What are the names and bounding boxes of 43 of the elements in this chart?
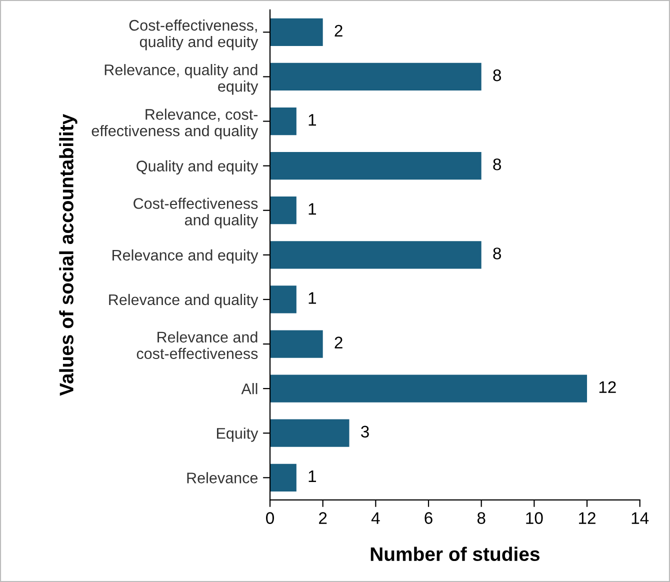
y-tick-label: Quality and equity — [136, 160, 258, 175]
x-tick-label: 10 — [526, 512, 543, 524]
x-tick-label: 12 — [579, 512, 596, 524]
data-label: 3 — [361, 426, 369, 438]
x-axis-title: Number of studies — [370, 546, 540, 562]
y-tick-label: Relevance and quality — [109, 294, 258, 308]
x-tick-label: 14 — [632, 512, 649, 524]
x-tick-label: 4 — [371, 512, 380, 524]
y-tick-label: Relevance and cost-effectiveness — [136, 331, 258, 360]
bar — [270, 464, 296, 492]
bar — [270, 419, 350, 447]
bar — [270, 330, 323, 358]
x-tick-label: 8 — [477, 512, 486, 524]
data-label: 2 — [334, 24, 342, 36]
data-label: 1 — [308, 203, 316, 215]
bar — [270, 18, 323, 46]
y-tick-label: Relevance — [187, 472, 258, 484]
bar — [270, 152, 482, 180]
bar — [270, 286, 296, 314]
y-tick-label: Equity — [216, 428, 258, 442]
y-tick-label: Cost-effectiveness, quality and equity — [129, 20, 258, 50]
data-label: 1 — [308, 114, 316, 126]
y-tick-label: Relevance, cost- effectiveness and quality — [92, 108, 258, 140]
data-label: 2 — [334, 336, 342, 348]
bar — [270, 374, 588, 402]
y-tick-label: Cost-effectiveness and quality — [134, 198, 258, 228]
x-tick-label: 0 — [266, 512, 274, 524]
bar — [270, 107, 296, 136]
bar — [270, 241, 482, 269]
data-label: 8 — [493, 158, 502, 170]
y-tick-label: Relevance and equity — [112, 249, 258, 264]
x-tick-label: 6 — [424, 512, 432, 524]
x-tick-label: 2 — [319, 512, 327, 524]
data-label: 8 — [493, 69, 502, 82]
y-tick-label: All — [241, 383, 258, 394]
y-tick-label: Relevance, quality and equity — [104, 64, 258, 95]
data-label: 1 — [308, 292, 316, 304]
bar — [270, 62, 482, 91]
y-axis-title: Values of social accountability — [59, 114, 78, 396]
data-label: 8 — [493, 248, 502, 260]
bar — [270, 196, 296, 224]
data-label: 1 — [308, 470, 316, 482]
data-label: 12 — [599, 381, 616, 393]
